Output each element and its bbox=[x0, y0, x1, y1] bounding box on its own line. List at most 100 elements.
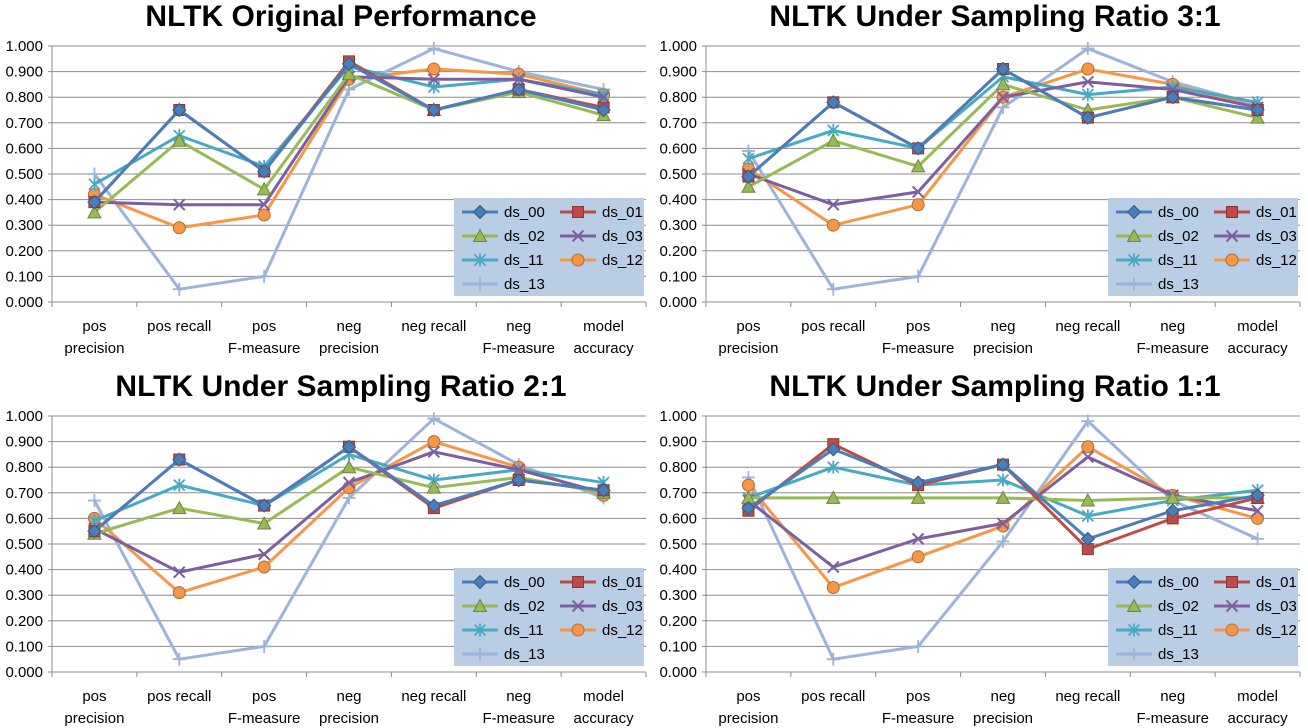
legend-label: ds_11 bbox=[1158, 252, 1198, 269]
legend-item-ds_02: ds_02 bbox=[1116, 598, 1199, 615]
x-tick-label: pos F-measure bbox=[228, 688, 301, 727]
legend-item-ds_00: ds_00 bbox=[462, 574, 545, 591]
y-tick-label: 0.500 bbox=[659, 536, 697, 553]
y-tick-label: 1.000 bbox=[5, 38, 43, 55]
data-point bbox=[256, 515, 272, 530]
legend-item-ds_13: ds_13 bbox=[1116, 646, 1199, 663]
data-point bbox=[172, 221, 186, 235]
data-point bbox=[172, 102, 187, 118]
legend-marker bbox=[571, 229, 585, 243]
y-tick-label: 0.800 bbox=[659, 459, 697, 476]
data-point bbox=[995, 76, 1011, 91]
chart-title: NLTK Under Sampling Ratio 3:1 bbox=[769, 0, 1220, 33]
data-point bbox=[87, 194, 102, 210]
y-tick-label: 0.200 bbox=[5, 613, 43, 630]
data-point bbox=[173, 565, 186, 579]
legend: ds_00 ds_01 ds_02 ds_03 ds_11 ds_12 ds_13 bbox=[1108, 198, 1298, 296]
x-tick-label: neg precision bbox=[319, 688, 379, 727]
legend-label: ds_02 bbox=[504, 228, 545, 245]
data-point bbox=[1165, 503, 1180, 518]
data-point bbox=[512, 463, 525, 476]
legend-label: ds_01 bbox=[1256, 204, 1297, 221]
legend-label: ds_01 bbox=[602, 574, 643, 591]
data-point bbox=[427, 412, 441, 426]
data-point bbox=[1081, 42, 1095, 56]
legend-label: ds_13 bbox=[1158, 646, 1199, 663]
x-tick-label: neg precision bbox=[973, 318, 1033, 357]
data-point bbox=[1250, 102, 1265, 118]
legend-marker bbox=[1226, 206, 1238, 218]
data-point bbox=[910, 490, 926, 504]
legend-label: ds_03 bbox=[1256, 228, 1297, 245]
data-point bbox=[256, 181, 272, 196]
x-tick-label: model accuracy bbox=[1228, 318, 1289, 357]
legend-marker bbox=[473, 647, 487, 661]
data-point bbox=[826, 95, 841, 110]
legend-marker bbox=[1127, 623, 1141, 637]
legend-item-ds_01: ds_01 bbox=[560, 574, 643, 591]
data-point bbox=[1251, 532, 1265, 546]
legend-marker bbox=[472, 574, 488, 590]
data-point bbox=[826, 581, 840, 595]
data-point bbox=[742, 152, 755, 166]
x-tick-label: pos F-measure bbox=[882, 688, 955, 727]
x-tick-label: pos precision bbox=[64, 318, 124, 357]
x-tick-label: neg precision bbox=[973, 688, 1033, 727]
data-point bbox=[1251, 511, 1265, 525]
legend-label: ds_11 bbox=[504, 252, 544, 269]
x-tick-label: neg recall bbox=[1055, 688, 1120, 705]
series-line bbox=[747, 455, 1258, 569]
data-point bbox=[911, 198, 925, 212]
legend-marker bbox=[1225, 599, 1239, 613]
data-point bbox=[995, 457, 1011, 472]
y-tick-label: 0.700 bbox=[5, 485, 43, 502]
data-point bbox=[341, 66, 357, 81]
legend-marker bbox=[1127, 253, 1141, 267]
y-tick-label: 0.200 bbox=[659, 613, 697, 630]
data-point bbox=[257, 269, 271, 283]
data-point bbox=[596, 102, 611, 118]
data-point bbox=[597, 90, 610, 104]
y-tick-label: 0.400 bbox=[5, 192, 43, 209]
legend-background bbox=[454, 198, 644, 296]
y-tick-label: 0.200 bbox=[5, 243, 43, 260]
x-tick-label: pos F-measure bbox=[228, 318, 301, 357]
data-point bbox=[1165, 490, 1181, 504]
data-point bbox=[996, 517, 1010, 530]
series-ds_03 bbox=[742, 75, 1264, 211]
x-tick-label: neg F-measure bbox=[482, 688, 555, 727]
data-point bbox=[426, 480, 442, 494]
legend-item-ds_11: ds_11 bbox=[462, 622, 544, 639]
data-point bbox=[825, 133, 841, 147]
data-point bbox=[911, 550, 925, 564]
y-tick-label: 0.000 bbox=[659, 294, 697, 311]
y-tick-label: 0.600 bbox=[659, 510, 697, 527]
legend-item-ds_03: ds_03 bbox=[560, 228, 643, 245]
legend-item-ds_00: ds_00 bbox=[1116, 204, 1199, 221]
x-tick-label: model accuracy bbox=[1228, 688, 1289, 727]
x-tick-label: neg recall bbox=[1055, 318, 1120, 335]
data-point bbox=[996, 90, 1010, 104]
legend-marker bbox=[1126, 204, 1142, 220]
data-point bbox=[911, 532, 925, 546]
y-tick-label: 0.700 bbox=[5, 115, 43, 132]
data-point bbox=[427, 435, 441, 449]
data-point bbox=[1081, 414, 1095, 428]
data-point bbox=[827, 560, 840, 574]
data-point bbox=[827, 460, 840, 474]
y-tick-label: 0.600 bbox=[659, 140, 697, 157]
legend-label: ds_01 bbox=[1256, 574, 1297, 591]
y-tick-label: 1.000 bbox=[659, 38, 697, 55]
legend: ds_00 ds_01 ds_02 ds_03 ds_11 ds_12 ds_13 bbox=[1108, 568, 1298, 666]
y-tick-label: 0.600 bbox=[5, 510, 43, 527]
data-point bbox=[741, 169, 756, 184]
legend: ds_00 ds_01 ds_02 ds_03 ds_11 ds_12 ds_13 bbox=[454, 198, 644, 296]
data-point bbox=[426, 102, 442, 118]
y-tick-label: 0.900 bbox=[5, 434, 43, 451]
data-point bbox=[741, 478, 755, 492]
data-point bbox=[341, 56, 357, 72]
y-tick-label: 0.800 bbox=[5, 89, 43, 106]
chart-title: NLTK Original Performance bbox=[145, 0, 536, 33]
x-tick-label: neg recall bbox=[401, 688, 466, 705]
legend-item-ds_13: ds_13 bbox=[1116, 276, 1199, 293]
